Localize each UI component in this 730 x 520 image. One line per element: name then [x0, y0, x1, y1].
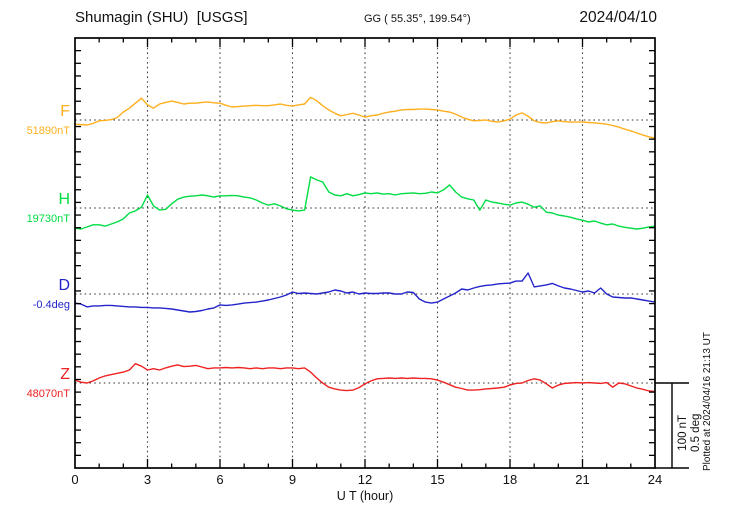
x-tick-label-6: 6 [216, 472, 224, 487]
channel-baseline-h: 19730nT [26, 213, 70, 225]
plotted-at-timestamp: Plotted at 2024/04/16 21:13 UT [702, 332, 713, 471]
station-title: Shumagin (SHU) [USGS] [75, 9, 248, 26]
channel-baseline-z: 48070nT [26, 388, 70, 400]
channel-baseline-d: -0.4deg [32, 299, 70, 311]
x-tick-label-21: 21 [575, 472, 590, 487]
x-tick-label-15: 15 [430, 472, 445, 487]
trace-f [74, 96, 656, 139]
scale-bar-nt-label: 100 nT [677, 414, 689, 451]
trace-z [74, 363, 656, 393]
geographic-coordinates: GG ( 55.35°, 199.54°) [364, 13, 471, 25]
x-tick-label-18: 18 [502, 472, 518, 487]
channel-letter-z: Z [60, 366, 70, 383]
x-tick-label-9: 9 [288, 472, 297, 487]
x-tick-label-0: 0 [71, 472, 79, 487]
x-tick-label-3: 3 [143, 472, 152, 487]
x-tick-label-12: 12 [357, 472, 373, 487]
channel-letter-h: H [58, 191, 70, 208]
trace-h [74, 176, 656, 230]
x-tick-label-24: 24 [647, 472, 663, 487]
channel-letter-f: F [60, 103, 70, 120]
trace-d [74, 272, 656, 313]
plot-date: 2024/04/10 [579, 9, 657, 26]
channel-baseline-f: 51890nT [26, 125, 70, 137]
x-axis-title: U T (hour) [336, 489, 394, 503]
channel-letter-d: D [58, 277, 70, 294]
scale-bar-caption: 100 nT 0.5 deg [677, 414, 703, 452]
